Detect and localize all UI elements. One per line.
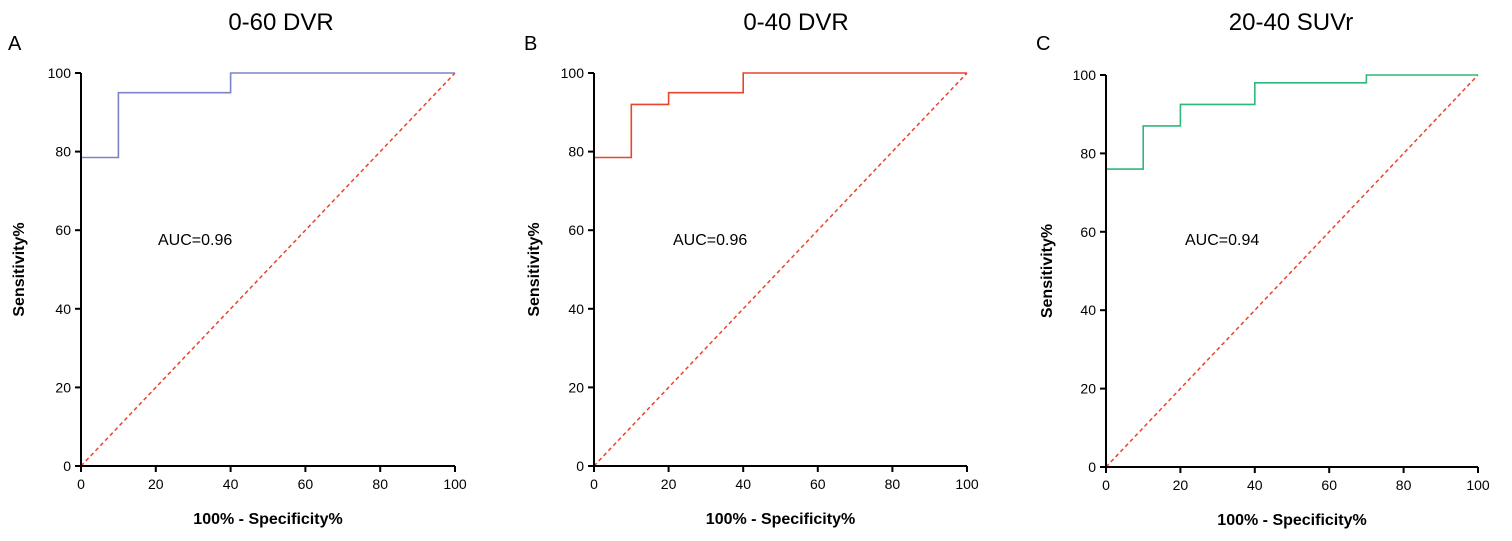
x-tick-label: 100 xyxy=(955,476,979,492)
y-tick-label: 100 xyxy=(1073,67,1097,83)
x-tick-label: 20 xyxy=(1173,477,1189,493)
x-tick-label: 60 xyxy=(810,476,826,492)
panel-letter: A xyxy=(8,33,22,55)
y-tick-label: 60 xyxy=(1080,224,1096,240)
y-tick-label: 60 xyxy=(568,222,584,238)
x-tick-label: 0 xyxy=(590,476,598,492)
y-tick-label: 20 xyxy=(568,379,584,395)
x-tick-label: 40 xyxy=(1247,477,1263,493)
y-tick-label: 80 xyxy=(55,144,71,160)
x-tick-label: 80 xyxy=(372,476,388,492)
chart-title: 0-60 DVR xyxy=(228,9,333,36)
x-tick-label: 40 xyxy=(735,476,751,492)
y-tick-label: 0 xyxy=(1088,459,1096,475)
x-axis-label: 100% - Specificity% xyxy=(193,511,342,528)
x-tick-label: 60 xyxy=(1321,477,1337,493)
y-axis-label: Sensitivity% xyxy=(1039,224,1056,318)
x-tick-label: 80 xyxy=(885,476,901,492)
chart-title: 20-40 SUVr xyxy=(1229,9,1354,36)
y-tick-label: 20 xyxy=(55,379,71,395)
x-tick-label: 0 xyxy=(77,476,85,492)
roc-curve-line xyxy=(594,72,967,159)
reference-diagonal-line xyxy=(1105,74,1479,468)
y-tick-label: 80 xyxy=(568,144,584,160)
y-tick-label: 60 xyxy=(55,222,71,238)
x-tick-label: 80 xyxy=(1396,477,1412,493)
x-axis-label: 100% - Specificity% xyxy=(706,511,855,528)
y-tick-label: 40 xyxy=(1080,302,1096,318)
y-tick-label: 0 xyxy=(576,458,584,474)
panel-c: 20-40 SUVr C 0 20 40 60 80 100 0 20 40 60 80 100 100% … xyxy=(1036,9,1490,529)
y-tick-label: 100 xyxy=(48,65,72,81)
reference-diagonal-line xyxy=(80,72,456,467)
roc-curve-line xyxy=(81,72,455,159)
x-tick-label: 20 xyxy=(661,476,677,492)
y-tick-label: 40 xyxy=(568,301,584,317)
x-tick-label: 40 xyxy=(223,476,239,492)
x-tick-label: 20 xyxy=(148,476,164,492)
y-tick-label: 100 xyxy=(561,65,585,81)
y-tick-label: 40 xyxy=(55,301,71,317)
y-axis-label: Sensitivity% xyxy=(526,222,543,316)
y-tick-label: 80 xyxy=(1080,145,1096,161)
auc-annotation: AUC=0.96 xyxy=(158,232,232,249)
panel-letter: B xyxy=(524,33,537,55)
reference-diagonal-line xyxy=(593,72,968,467)
roc-curve-line xyxy=(1106,74,1478,170)
y-axis-label: Sensitivity% xyxy=(11,222,28,316)
x-axis-label: 100% - Specificity% xyxy=(1217,512,1366,529)
panel-b: 0-40 DVR B 0 20 40 60 80 100 0 20 40 60 80 100 100% - … xyxy=(524,9,979,528)
y-tick-label: 20 xyxy=(1080,381,1096,397)
x-tick-label: 0 xyxy=(1102,477,1110,493)
auc-annotation: AUC=0.96 xyxy=(673,232,747,249)
panel-letter: C xyxy=(1036,33,1050,55)
x-tick-label: 100 xyxy=(443,476,467,492)
y-tick-label: 0 xyxy=(63,458,71,474)
auc-annotation: AUC=0.94 xyxy=(1185,232,1259,249)
chart-title: 0-40 DVR xyxy=(743,9,848,36)
x-tick-label: 100 xyxy=(1466,477,1490,493)
panel-a: 0-60 DVR A 0 20 40 60 80 100 0 20 40 60 80 100 100% - … xyxy=(8,9,467,528)
x-tick-label: 60 xyxy=(298,476,314,492)
